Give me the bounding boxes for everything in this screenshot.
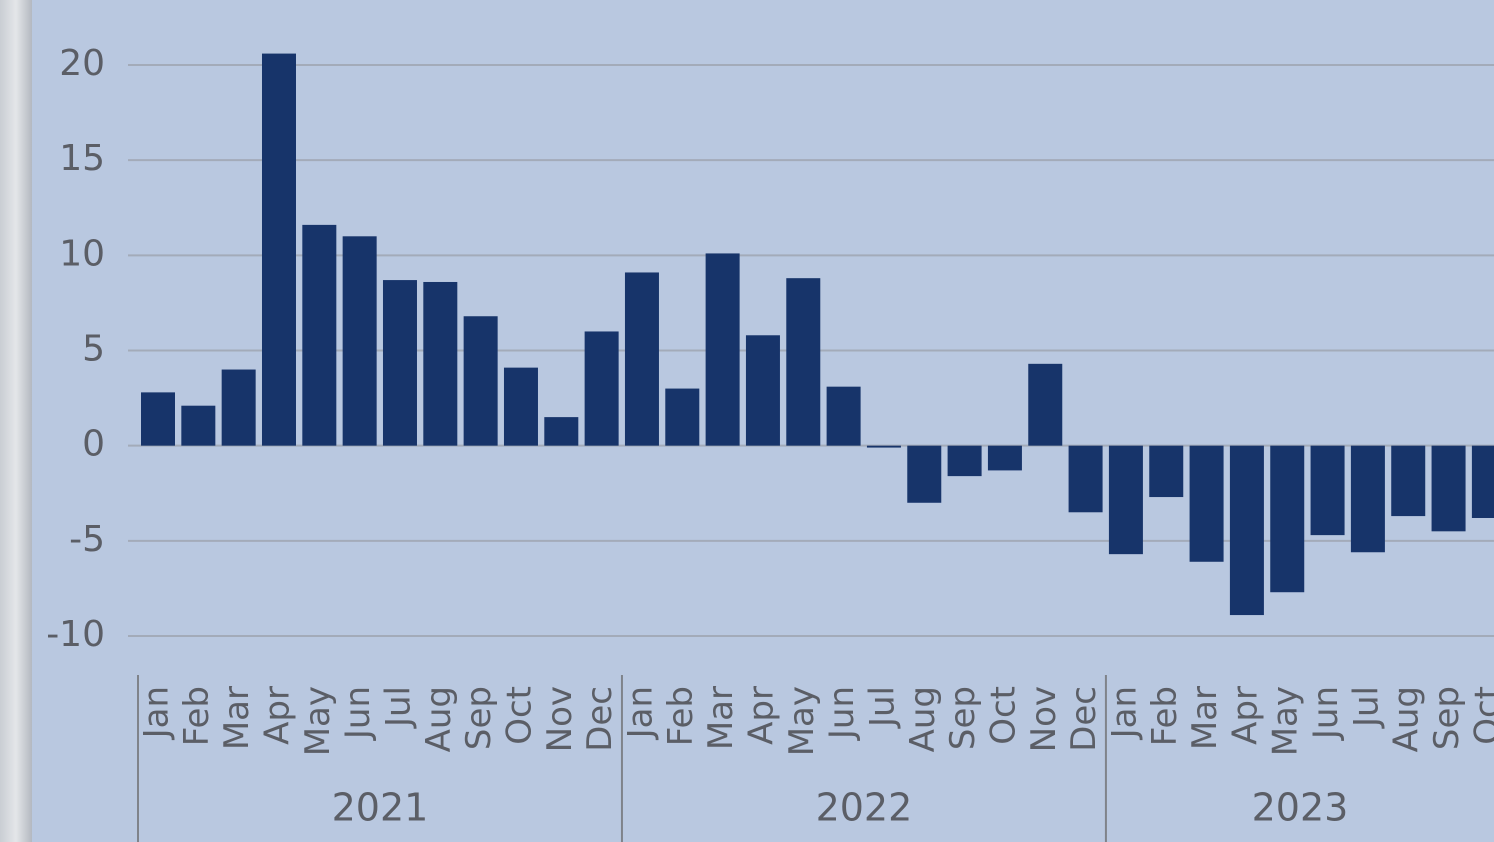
y-tick-label: 5 — [82, 329, 105, 370]
bar — [181, 405, 216, 446]
x-tick-label: Jun — [338, 686, 378, 741]
x-tick-label: Apr — [1225, 686, 1265, 745]
x-tick-label: Jun — [1306, 686, 1346, 741]
bar — [1431, 445, 1466, 532]
x-tick-label: Feb — [661, 686, 701, 746]
bar — [987, 445, 1022, 471]
x-tick-label: Jul — [1346, 686, 1386, 729]
y-tick-label: 0 — [82, 424, 105, 465]
y-tick-label: -10 — [46, 614, 105, 655]
y-tick-label: 20 — [59, 43, 105, 84]
bar — [503, 367, 538, 446]
x-tick-label: Jul — [378, 686, 418, 729]
x-tick-label: Apr — [257, 686, 297, 745]
x-tick-label: Oct — [983, 686, 1023, 745]
x-tick-label: Oct — [499, 686, 539, 745]
bar — [342, 236, 377, 446]
bar — [1229, 445, 1264, 616]
side-strip — [0, 0, 32, 842]
x-tick-label: Mar — [701, 686, 741, 750]
bar — [1108, 445, 1143, 555]
x-tick-label: Aug — [1387, 686, 1427, 752]
x-tick-label: Feb — [1145, 686, 1185, 746]
x-tick-label: Mar — [1185, 686, 1225, 750]
x-tick-label: Dec — [580, 686, 620, 752]
bar — [584, 331, 619, 446]
x-tick-label: Sep — [943, 686, 983, 750]
bar — [221, 369, 256, 446]
x-tick-label: Feb — [177, 686, 217, 746]
group-label: 2022 — [816, 786, 913, 830]
bar — [624, 272, 659, 446]
x-tick-label: Nov — [1024, 686, 1064, 752]
bar — [141, 392, 175, 446]
bar — [745, 335, 780, 446]
bar — [423, 281, 458, 446]
x-tick-label: Dec — [1064, 686, 1104, 752]
x-tick-label: Jan — [137, 686, 177, 740]
bar — [1471, 445, 1494, 518]
bar — [705, 253, 740, 446]
x-tick-label: May — [782, 686, 822, 756]
x-tick-label: May — [298, 686, 338, 756]
bar — [1189, 445, 1224, 562]
bar — [463, 316, 498, 446]
bar — [302, 224, 337, 446]
x-tick-label: Nov — [540, 686, 580, 752]
bar — [382, 280, 417, 446]
bar — [1028, 363, 1063, 446]
bar — [1391, 445, 1426, 517]
x-tick-label: Aug — [419, 686, 459, 752]
x-tick-label: Sep — [1427, 686, 1467, 750]
bar — [1310, 445, 1345, 536]
bar — [866, 445, 901, 448]
y-tick-label: 15 — [59, 138, 105, 179]
bar — [947, 445, 982, 477]
x-tick-label: Jan — [620, 686, 660, 740]
bar — [261, 53, 296, 446]
bar — [826, 386, 861, 446]
y-tick-label: 10 — [59, 233, 105, 274]
x-tick-label: Oct — [1467, 686, 1494, 745]
bar — [1149, 445, 1184, 498]
x-tick-label: Mar — [217, 686, 257, 750]
bar — [1068, 445, 1103, 513]
bar — [544, 417, 579, 446]
bar — [786, 278, 821, 446]
x-tick-label: Jul — [862, 686, 902, 729]
bar — [907, 445, 942, 503]
x-tick-label: Apr — [741, 686, 781, 745]
x-tick-label: Jun — [822, 686, 862, 741]
x-tick-label: Aug — [903, 686, 943, 752]
x-tick-label: May — [1266, 686, 1306, 756]
group-label: 2023 — [1252, 786, 1349, 830]
bar — [1350, 445, 1385, 553]
group-label: 2021 — [332, 786, 429, 830]
x-tick-label: Jan — [1104, 686, 1144, 740]
x-tick-label: Sep — [459, 686, 499, 750]
bar — [665, 388, 700, 446]
y-tick-label: -5 — [69, 519, 105, 560]
bar — [1270, 445, 1305, 593]
